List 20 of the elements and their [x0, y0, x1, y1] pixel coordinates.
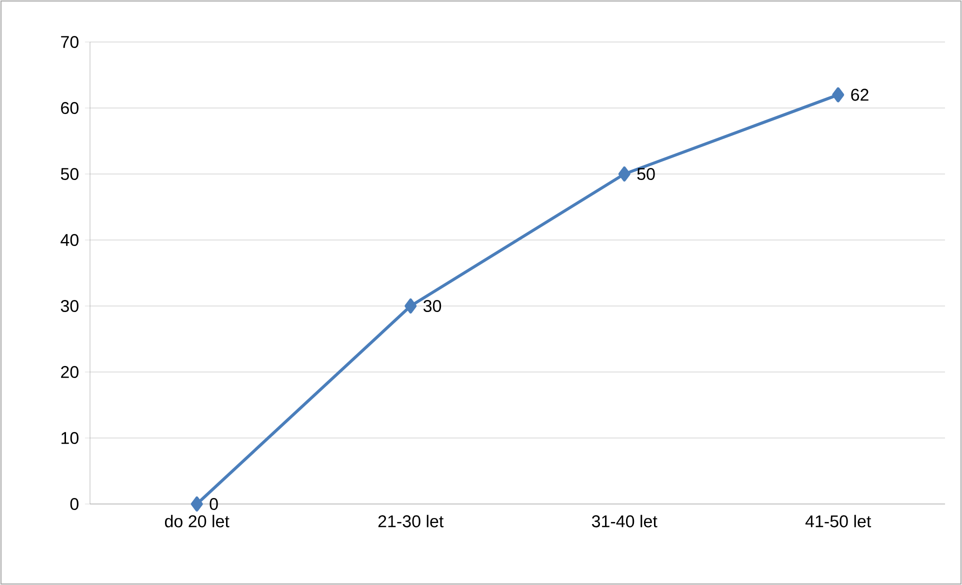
x-tick-label: do 20 let	[164, 514, 230, 528]
y-tick-label: 20	[61, 366, 78, 378]
point	[190, 496, 203, 512]
data-label: 62	[851, 88, 868, 101]
y-tick-label: 0	[70, 498, 78, 510]
y-tick-label: 70	[61, 36, 78, 48]
x-tick-label: 21-30 let	[378, 514, 444, 528]
y-tick-label: 30	[60, 300, 78, 312]
data-label: 30	[423, 300, 442, 312]
point	[832, 87, 844, 102]
data-label: 50	[637, 168, 655, 180]
y-tick-label: 10	[62, 432, 78, 444]
x-tick-label: 31-40 let	[592, 514, 658, 528]
y-tick-label: 40	[60, 234, 78, 246]
point	[618, 166, 630, 182]
data-label: 0	[210, 498, 218, 510]
point	[404, 298, 417, 314]
y-tick-label: 60	[61, 102, 78, 114]
y-tick-label: 50	[60, 168, 78, 180]
x-tick-label: 41-50 let	[805, 514, 872, 528]
